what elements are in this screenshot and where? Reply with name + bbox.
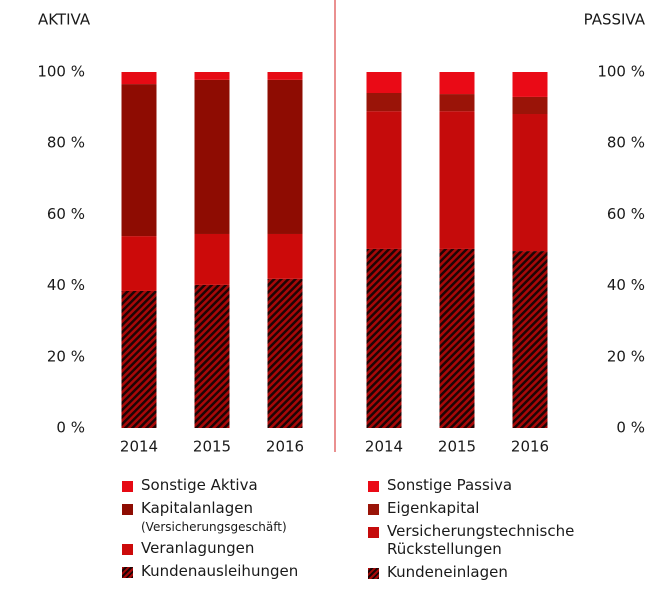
bar-segment <box>366 248 402 428</box>
legend-label: Sonstige Passiva <box>387 476 513 494</box>
bar-segment <box>121 290 157 428</box>
legend-item: Eigenkapital <box>368 499 607 517</box>
legend-item: Kundenausleihungen <box>122 562 298 580</box>
x-tick-label: 2015 <box>193 438 231 456</box>
legend-label: Kundeneinlagen <box>387 563 508 581</box>
y-tick-label: 0 % <box>56 419 85 437</box>
chart-title: AKTIVA <box>38 11 91 29</box>
bar-segment <box>366 93 402 112</box>
bar-segment <box>439 94 475 112</box>
bar-segment <box>512 251 548 428</box>
legend-swatch <box>122 481 133 492</box>
legend-label: Eigenkapital <box>387 499 480 517</box>
legend-swatch <box>122 544 133 555</box>
bar-segment <box>121 72 157 85</box>
x-tick-label: 2014 <box>120 438 158 456</box>
legend-text: Veranlagungen <box>141 539 254 557</box>
legend: Sonstige Passiva Eigenkapital Versicherung… <box>368 476 607 581</box>
legend-text: Sonstige Aktiva <box>141 476 258 494</box>
legend-item: Kundeneinlagen <box>368 563 607 581</box>
legend-text: Eigenkapital <box>387 499 479 517</box>
bar-segment <box>194 233 230 285</box>
y-tick-label: 100 % <box>597 63 645 81</box>
chart-title: PASSIVA <box>584 11 646 29</box>
bar-segment <box>267 72 303 80</box>
bar-segment <box>512 114 548 252</box>
bar-segment <box>366 72 402 94</box>
legend-label: Versicherungstechnische Rückstellungen <box>387 522 575 558</box>
bar-segment <box>439 111 475 249</box>
y-tick-label: 0 % <box>616 419 645 437</box>
bar-segment <box>267 233 303 279</box>
legend-item: Sonstige Aktiva <box>122 476 298 494</box>
legend-text: Kundenausleihungen <box>141 562 298 580</box>
legend-text: Sonstige Passiva <box>387 476 512 494</box>
y-tick-label: 20 % <box>47 347 85 365</box>
bar-segment <box>194 79 230 234</box>
legend: Sonstige Aktiva Kapitalanlagen (Versicheru… <box>122 476 298 580</box>
y-tick-label: 40 % <box>47 276 85 294</box>
x-tick-label: 2016 <box>511 438 549 456</box>
x-tick-label: 2015 <box>438 438 476 456</box>
bar-segment <box>194 284 230 428</box>
legend-swatch <box>368 527 379 538</box>
legend-sublabel: (Versicherungsgeschäft) <box>141 520 287 534</box>
bar-segment <box>512 96 548 115</box>
legend-swatch <box>368 504 379 515</box>
legend-item: Sonstige Passiva <box>368 476 607 494</box>
y-tick-label: 40 % <box>607 276 645 294</box>
legend-swatch <box>122 567 133 578</box>
legend-label: Veranlagungen <box>141 539 255 557</box>
legend-item: Veranlagungen <box>122 539 298 557</box>
y-tick-label: 100 % <box>37 63 85 81</box>
bar-segment <box>194 72 230 80</box>
legend-swatch <box>368 568 379 579</box>
legend-label: Kundenausleihungen <box>141 562 299 580</box>
legend-label: Kapitalanlagen <box>141 499 254 517</box>
bar-segment <box>267 278 303 428</box>
y-tick-label: 20 % <box>607 347 645 365</box>
x-tick-label: 2016 <box>266 438 304 456</box>
bar-segment <box>121 84 157 237</box>
y-tick-label: 80 % <box>47 134 85 152</box>
bar-segment <box>439 72 475 95</box>
x-tick-label: 2014 <box>365 438 403 456</box>
legend-label: Sonstige Aktiva <box>141 476 258 494</box>
bar-segment <box>512 72 548 97</box>
legend-text: Versicherungstechnische Rückstellungen <box>387 522 607 558</box>
bar-segment <box>366 111 402 249</box>
y-tick-label: 60 % <box>47 205 85 223</box>
legend-item: Kapitalanlagen (Versicherungsgeschäft) <box>122 499 298 534</box>
bar-segment <box>439 248 475 428</box>
legend-swatch <box>368 481 379 492</box>
bar-segment <box>121 236 157 291</box>
legend-text: Kapitalanlagen (Versicherungsgeschäft) <box>141 499 287 534</box>
legend-text: Kundeneinlagen <box>387 563 508 581</box>
y-tick-label: 80 % <box>607 134 645 152</box>
legend-item: Versicherungstechnische Rückstellungen <box>368 522 607 558</box>
bar-segment <box>267 79 303 234</box>
legend-swatch <box>122 504 133 515</box>
y-tick-label: 60 % <box>607 205 645 223</box>
